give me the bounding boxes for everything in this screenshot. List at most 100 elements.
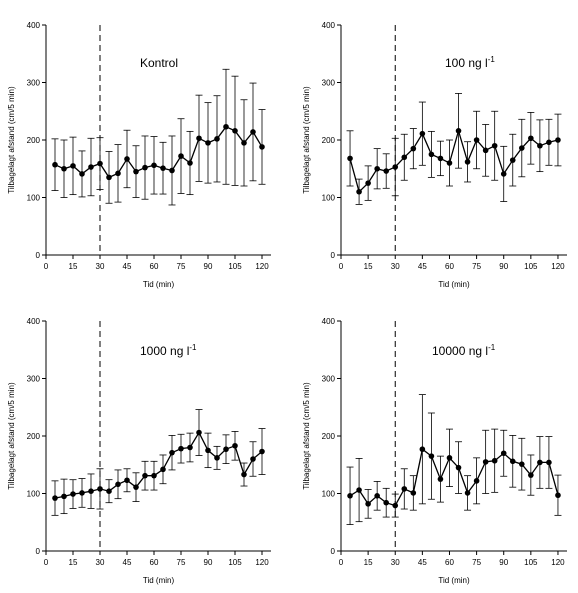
panel-100-ng: 0 100 200 300 400 0 15 30 45 60 75 90 105 120 100 ng l… [302,21,567,289]
data-point [419,130,426,137]
panel-10000-ng: 0 100 200 300 400 0 15 30 45 60 75 90 105 120 10000 ng… [302,317,567,585]
data-point [160,165,166,171]
y-tick-label: 400 [322,21,336,30]
x-tick-label: 30 [96,262,105,271]
x-tick-label: 75 [472,558,481,567]
data-point [509,458,516,465]
y-axis-label: Tilbagelagt afstand (cm/5 min) [302,86,311,194]
data-point [169,449,175,456]
panel-title-superscript: -1 [488,343,496,352]
data-point [205,447,211,454]
x-tick-label: 45 [123,262,132,271]
data-point [259,448,265,455]
data-point [151,162,157,169]
x-tick-label: 0 [339,262,344,271]
y-tick-label: 0 [36,251,41,260]
data-point [519,145,525,151]
data-point [546,459,552,466]
data-point [196,429,202,436]
data-point [500,450,507,457]
x-tick-label: 0 [44,558,49,567]
data-point [356,188,362,195]
panel-title-superscript: -1 [488,55,496,64]
data-point [446,160,453,166]
x-axis-label: Tid (min) [143,280,175,289]
data-point [106,488,112,495]
data-point [374,165,380,172]
data-point [347,155,353,162]
data-point [410,145,417,152]
data-point [392,502,399,509]
y-tick-label: 200 [27,136,41,145]
x-tick-label: 105 [228,262,242,271]
data-point [437,476,444,482]
data-point [464,159,471,165]
y-axis-label: Tilbagelagt afstand (cm/5 min) [302,382,311,490]
data-point [437,155,444,162]
y-tick-label: 200 [27,432,41,441]
data-point [509,157,516,163]
data-point [528,135,534,142]
x-axis-label: Tid (min) [143,576,175,585]
panel-title-main: 100 ng l [445,56,488,70]
data-point [223,446,229,453]
data-point [232,128,238,134]
series-line [349,128,559,194]
data-point [250,456,256,462]
x-tick-label: 60 [150,558,159,567]
x-tick-label: 15 [69,262,78,271]
x-tick-label: 30 [391,558,400,567]
y-axis-label: Tilbagelagt afstand (cm/5 min) [7,86,16,194]
data-point [115,170,121,177]
x-tick-label: 90 [499,558,508,567]
data-point [419,446,426,453]
data-point [528,472,534,478]
y-tick-label: 400 [27,317,41,326]
x-tick-label: 45 [123,558,132,567]
x-tick-label: 75 [472,262,481,271]
data-point [178,153,184,159]
data-point [356,487,362,493]
data-point [491,142,498,149]
data-point [537,459,543,466]
x-tick-label: 15 [69,558,78,567]
y-tick-label: 100 [27,194,41,203]
series-line [54,125,263,179]
data-point [401,154,408,161]
panel-title-main: 1000 ng l [140,344,189,358]
x-axis-label: Tid (min) [438,280,470,289]
data-point [365,180,371,186]
data-point [232,442,238,449]
y-axis-label: Tilbagelagt afstand (cm/5 min) [7,382,16,490]
x-tick-label: 90 [204,262,213,271]
x-tick-label: 45 [418,558,427,567]
data-point [151,472,157,479]
panel-title-main: 10000 ng l [432,344,488,358]
data-point [401,486,408,492]
x-tick-label: 75 [177,262,186,271]
data-point [446,455,453,461]
data-point [124,477,130,484]
x-tick-label: 120 [255,262,269,271]
data-point [79,490,85,496]
data-point [241,471,247,478]
x-tick-label: 105 [524,558,538,567]
data-point [455,128,462,134]
data-point [519,461,525,467]
panel-title: 100 ng l-1 [445,55,495,70]
y-tick-label: 0 [331,251,336,260]
data-point [365,501,371,507]
data-point [214,136,220,142]
panel-kontrol: 0 100 200 300 400 0 15 30 45 60 75 90 105 120 Kontrol T… [7,21,271,289]
data-point [428,151,435,158]
panel-title: 10000 ng l-1 [432,343,496,358]
data-point [241,140,247,146]
data-point [142,164,148,171]
x-tick-label: 60 [150,262,159,271]
data-point [79,171,85,177]
x-tick-label: 60 [445,262,454,271]
x-tick-label: 105 [524,262,538,271]
y-tick-label: 300 [322,375,336,384]
data-point [223,123,229,130]
